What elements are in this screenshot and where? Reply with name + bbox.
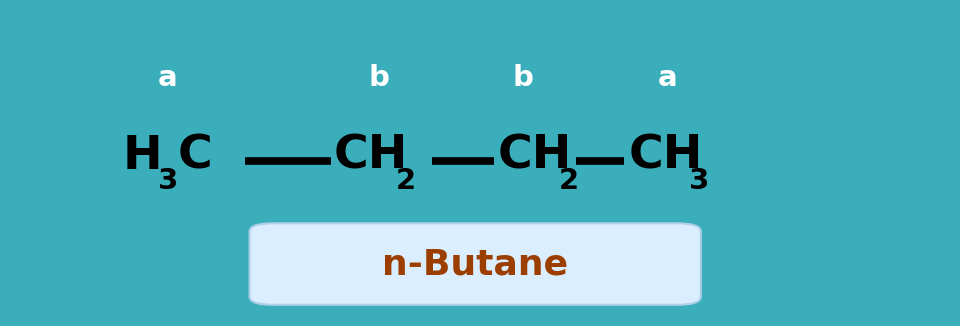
- Text: b: b: [369, 64, 390, 92]
- Text: 2: 2: [396, 167, 416, 195]
- Text: CH: CH: [497, 134, 571, 179]
- Text: b: b: [513, 64, 534, 92]
- Text: a: a: [658, 64, 677, 92]
- Text: 2: 2: [559, 167, 579, 195]
- Text: n-Butane: n-Butane: [382, 247, 568, 281]
- Text: CH: CH: [334, 134, 408, 179]
- FancyBboxPatch shape: [250, 223, 701, 305]
- Text: 3: 3: [158, 167, 179, 195]
- Text: 3: 3: [689, 167, 709, 195]
- Text: a: a: [158, 64, 178, 92]
- Text: H: H: [123, 134, 162, 179]
- Text: C: C: [178, 134, 212, 179]
- Text: CH: CH: [629, 134, 703, 179]
